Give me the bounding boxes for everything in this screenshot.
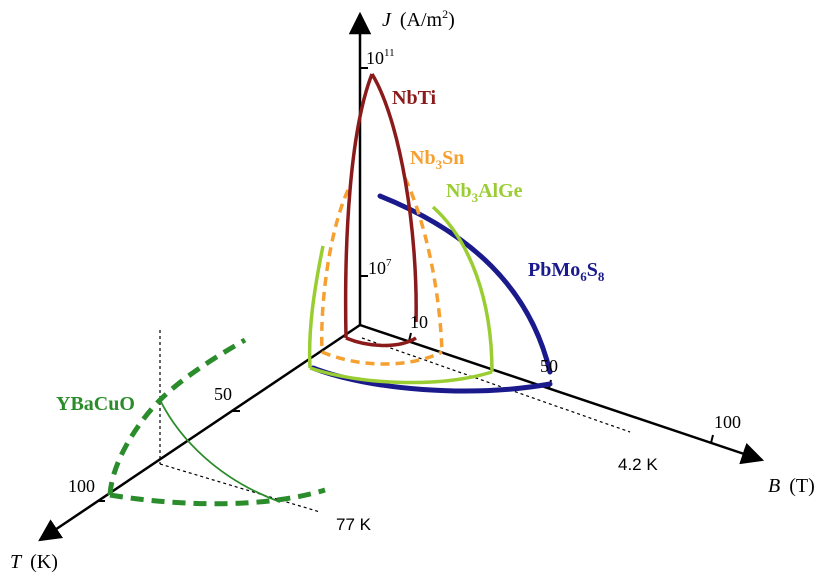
label-ybacuo: YBaCuO xyxy=(56,393,135,415)
t-tick-100-label: 100 xyxy=(68,476,95,496)
label-pbmo6s8: PbMo6S8 xyxy=(528,259,605,284)
b-tick-50-label: 50 xyxy=(540,356,558,376)
guide-4k-line xyxy=(361,337,631,433)
nb3alge-curve-jt xyxy=(307,245,325,369)
t-axis xyxy=(38,323,361,542)
nb3alge-curve-base xyxy=(309,366,493,385)
ybacuo-curve-base xyxy=(109,487,326,507)
j-axis-label: J (A/m2) xyxy=(382,7,455,31)
marker-77k: 77 K xyxy=(336,515,372,534)
nb3alge-curve-jb xyxy=(431,205,494,373)
guide-77k-line xyxy=(159,463,321,513)
pbmo6s8-curve-base xyxy=(310,365,553,394)
label-nb3alge: Nb3AlGe xyxy=(446,180,523,205)
nbti-curve-jb xyxy=(370,73,418,323)
nb3sn-curve-jb xyxy=(403,177,444,353)
b-tick-100-label: 100 xyxy=(714,412,741,432)
t-tick-50-label: 50 xyxy=(214,384,232,404)
b-tick-100 xyxy=(710,434,714,444)
pbmo6s8-curve-jb xyxy=(377,193,553,375)
label-nbti: NbTi xyxy=(392,87,437,109)
nbti-curve-jt xyxy=(343,73,374,339)
ybacuo-curve-jt xyxy=(107,337,247,496)
nbti-curve-base xyxy=(345,336,417,348)
marker-4-2k: 4.2 K xyxy=(618,455,658,474)
b-axis xyxy=(359,323,765,465)
nb3sn-curve-jt xyxy=(319,189,350,353)
t-axis-label: T (K) xyxy=(10,551,58,573)
j-tick-high-label: 1011 xyxy=(366,47,395,68)
label-nb3sn: Nb3Sn xyxy=(410,147,464,172)
j-tick-low-label: 107 xyxy=(368,257,392,278)
b-axis-label: B (T) xyxy=(768,475,815,497)
nb3sn-curve-base xyxy=(321,350,443,366)
b-tick-10-label: 10 xyxy=(410,312,428,332)
ybacuo-curve-jb xyxy=(159,399,281,503)
